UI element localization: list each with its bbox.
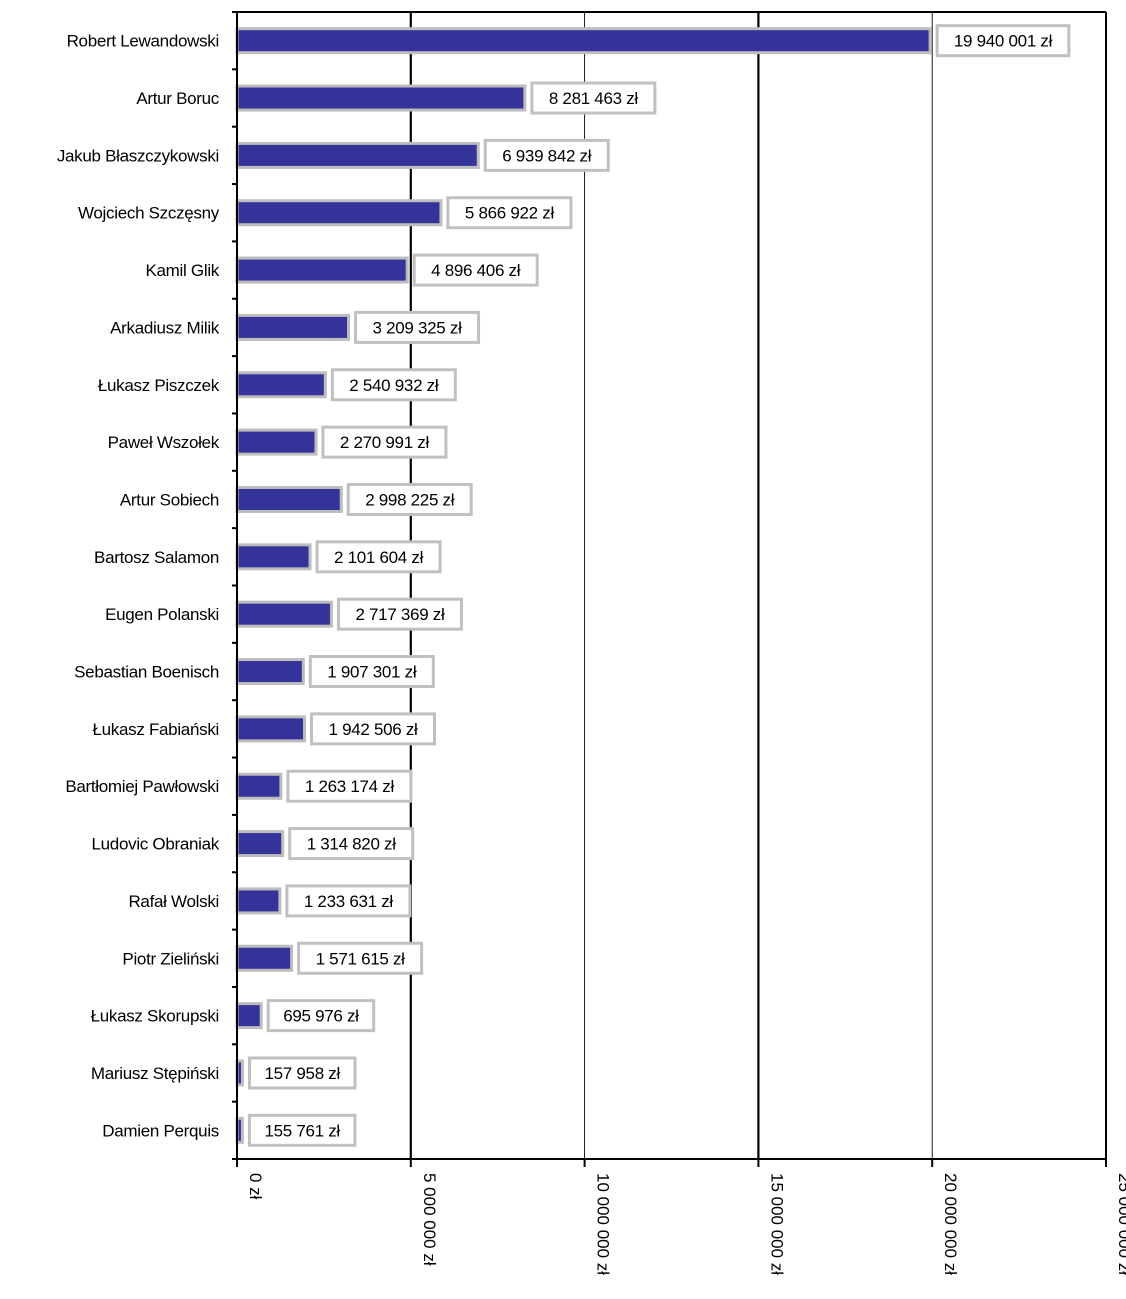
bar bbox=[235, 313, 351, 341]
data-label: 4 896 406 zł bbox=[431, 261, 521, 280]
data-label-box bbox=[247, 1113, 357, 1147]
bar bbox=[235, 1002, 263, 1030]
category-label: Łukasz Skorupski bbox=[91, 1007, 219, 1026]
data-label-box bbox=[330, 368, 457, 402]
bar bbox=[235, 141, 480, 169]
category-label: Artur Sobiech bbox=[120, 490, 219, 509]
data-label: 157 958 zł bbox=[265, 1064, 341, 1083]
data-label-box bbox=[285, 884, 412, 918]
x-tick-labels: 0 zł 5 000 000 zł 10 000 000 zł 15 000 000 … bbox=[246, 1173, 1126, 1275]
data-label-box bbox=[310, 712, 437, 746]
category-label: Łukasz Fabiański bbox=[92, 720, 219, 739]
bar bbox=[235, 27, 932, 55]
data-label-box bbox=[321, 425, 448, 459]
data-label: 3 209 325 zł bbox=[373, 318, 463, 337]
data-label-box bbox=[266, 999, 376, 1033]
bar bbox=[235, 256, 409, 284]
data-label-box bbox=[336, 597, 463, 631]
category-label: Robert Lewandowski bbox=[67, 32, 219, 51]
bar bbox=[235, 772, 283, 800]
category-label: Wojciech Szczęsny bbox=[78, 204, 220, 223]
data-label: 2 998 225 zł bbox=[365, 490, 455, 509]
data-label-box bbox=[308, 655, 435, 689]
data-label: 5 866 922 zł bbox=[465, 204, 555, 223]
data-label: 155 761 zł bbox=[264, 1121, 340, 1140]
data-label: 1 571 615 zł bbox=[316, 949, 406, 968]
bar bbox=[235, 199, 443, 227]
bar bbox=[235, 371, 327, 399]
category-label: Eugen Polanski bbox=[105, 605, 219, 624]
category-label: Rafał Wolski bbox=[128, 892, 219, 911]
category-label: Bartłomiej Pawłowski bbox=[65, 777, 219, 796]
data-label: 1 233 631 zł bbox=[304, 892, 394, 911]
category-label: Artur Boruc bbox=[136, 89, 219, 108]
data-label: 1 942 506 zł bbox=[329, 720, 419, 739]
data-label-box bbox=[354, 310, 481, 344]
data-label-box bbox=[315, 540, 442, 574]
data-label: 1 907 301 zł bbox=[327, 663, 417, 682]
axes bbox=[232, 11, 1107, 1167]
bar bbox=[235, 543, 312, 571]
category-label: Kamil Glik bbox=[145, 261, 219, 280]
data-label-box bbox=[286, 769, 413, 803]
x-tick-label: 20 000 000 zł bbox=[941, 1173, 960, 1275]
data-label: 2 540 932 zł bbox=[349, 376, 439, 395]
x-tick-label: 0 zł bbox=[246, 1173, 265, 1200]
category-labels: Robert Lewandowski Artur Boruc Jakub Błasz… bbox=[57, 32, 220, 1141]
bar bbox=[235, 600, 333, 628]
category-label: Bartosz Salamon bbox=[94, 548, 219, 567]
category-label: Jakub Błaszczykowski bbox=[57, 146, 219, 165]
bar bbox=[235, 715, 307, 743]
data-label-box bbox=[412, 253, 539, 287]
data-label-box bbox=[935, 24, 1071, 58]
category-label: Mariusz Stępiński bbox=[91, 1064, 219, 1083]
bars bbox=[235, 27, 932, 1144]
bar bbox=[235, 428, 318, 456]
category-label: Arkadiusz Milik bbox=[110, 318, 220, 337]
category-label: Piotr Zieliński bbox=[122, 949, 219, 968]
category-label: Paweł Wszołek bbox=[108, 433, 220, 452]
data-label: 2 717 369 zł bbox=[355, 605, 445, 624]
data-label-box bbox=[530, 81, 657, 115]
data-label-box bbox=[483, 138, 610, 172]
gridlines bbox=[409, 12, 933, 1159]
bar bbox=[235, 485, 343, 513]
data-label-box bbox=[346, 482, 473, 516]
data-label-box bbox=[288, 827, 415, 861]
x-tick-label: 15 000 000 zł bbox=[767, 1173, 786, 1275]
data-label: 2 101 604 zł bbox=[334, 548, 424, 567]
bar bbox=[235, 658, 305, 686]
bar bbox=[235, 84, 527, 112]
category-label: Ludovic Obraniak bbox=[92, 835, 220, 854]
x-tick-label: 10 000 000 zł bbox=[594, 1173, 613, 1275]
x-tick-label: 5 000 000 zł bbox=[420, 1173, 439, 1266]
data-label-box bbox=[446, 196, 573, 230]
bar bbox=[235, 944, 294, 972]
data-label: 19 940 001 zł bbox=[954, 32, 1053, 51]
data-label: 695 976 zł bbox=[283, 1007, 359, 1026]
data-label-box bbox=[297, 941, 424, 975]
data-labels: 19 940 001 zł 8 281 463 zł 6 939 842 zł 5 8… bbox=[247, 24, 1071, 1147]
data-label: 2 270 991 zł bbox=[340, 433, 430, 452]
data-label: 6 939 842 zł bbox=[502, 146, 592, 165]
category-label: Damien Perquis bbox=[102, 1121, 219, 1140]
category-label: Łukasz Piszczek bbox=[98, 376, 220, 395]
data-label-box bbox=[247, 1056, 357, 1090]
x-tick-label: 25 000 000 zł bbox=[1115, 1173, 1126, 1275]
bar bbox=[235, 887, 282, 915]
data-label: 1 263 174 zł bbox=[305, 777, 395, 796]
data-label: 8 281 463 zł bbox=[549, 89, 639, 108]
category-label: Sebastian Boenisch bbox=[74, 663, 219, 682]
data-label: 1 314 820 zł bbox=[307, 835, 397, 854]
bar bbox=[235, 830, 285, 858]
